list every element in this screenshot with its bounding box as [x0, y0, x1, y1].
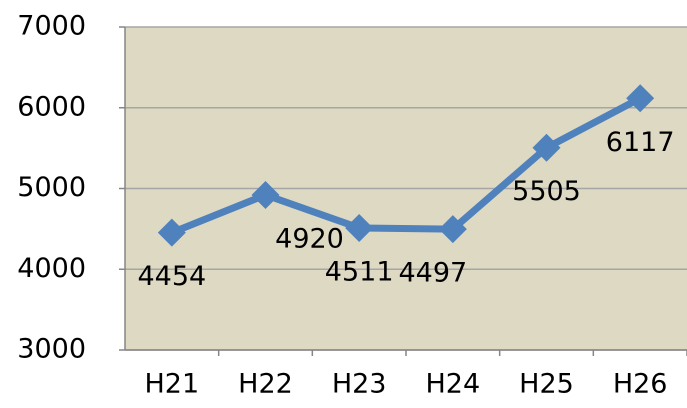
x-tick-label: H23	[332, 369, 387, 400]
point-marker	[626, 84, 655, 113]
data-label: 4511	[325, 256, 394, 287]
data-label: 5505	[512, 176, 581, 207]
x-tick-label: H26	[613, 369, 668, 400]
point-marker	[251, 180, 280, 209]
y-tick-label: 7000	[17, 11, 86, 42]
data-label: 4454	[137, 261, 206, 292]
x-tick-label: H22	[238, 369, 293, 400]
x-tick-label: H25	[519, 369, 574, 400]
data-label: 4920	[275, 223, 344, 254]
point-marker	[157, 218, 186, 247]
y-tick-label: 6000	[17, 91, 86, 122]
series-line	[170, 95, 642, 236]
data-label: 4497	[398, 258, 467, 289]
x-tick-label: H21	[144, 369, 199, 400]
y-tick-label: 4000	[17, 253, 86, 284]
point-marker	[532, 133, 561, 162]
y-tick-label: 5000	[17, 172, 86, 203]
point-marker	[438, 215, 467, 244]
point-marker	[345, 213, 374, 242]
data-label: 6117	[606, 127, 675, 158]
y-tick-label: 3000	[17, 334, 86, 365]
x-tick-label: H24	[425, 369, 480, 400]
